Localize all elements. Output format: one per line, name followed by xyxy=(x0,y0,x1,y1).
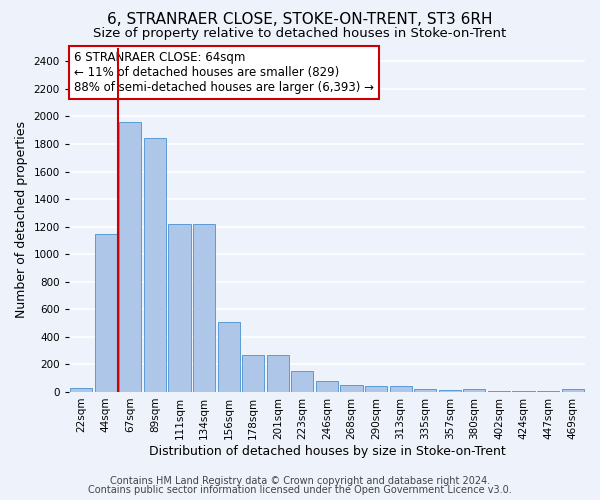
Text: 6 STRANRAER CLOSE: 64sqm
← 11% of detached houses are smaller (829)
88% of semi-: 6 STRANRAER CLOSE: 64sqm ← 11% of detach… xyxy=(74,51,374,94)
Bar xyxy=(365,386,387,392)
Bar xyxy=(242,356,264,392)
Bar xyxy=(119,122,142,392)
Text: Size of property relative to detached houses in Stoke-on-Trent: Size of property relative to detached ho… xyxy=(94,28,506,40)
Bar xyxy=(389,386,412,392)
Text: Contains public sector information licensed under the Open Government Licence v3: Contains public sector information licen… xyxy=(88,485,512,495)
Bar xyxy=(218,322,239,392)
Bar xyxy=(70,388,92,392)
Bar xyxy=(463,389,485,392)
Bar xyxy=(316,381,338,392)
Bar xyxy=(291,370,313,392)
Bar xyxy=(340,385,362,392)
Text: Contains HM Land Registry data © Crown copyright and database right 2024.: Contains HM Land Registry data © Crown c… xyxy=(110,476,490,486)
Bar xyxy=(266,356,289,392)
X-axis label: Distribution of detached houses by size in Stoke-on-Trent: Distribution of detached houses by size … xyxy=(149,444,505,458)
Bar xyxy=(95,234,117,392)
Bar xyxy=(193,224,215,392)
Bar xyxy=(439,390,461,392)
Bar xyxy=(562,389,584,392)
Bar xyxy=(414,389,436,392)
Bar xyxy=(144,138,166,392)
Y-axis label: Number of detached properties: Number of detached properties xyxy=(15,121,28,318)
Text: 6, STRANRAER CLOSE, STOKE-ON-TRENT, ST3 6RH: 6, STRANRAER CLOSE, STOKE-ON-TRENT, ST3 … xyxy=(107,12,493,28)
Bar xyxy=(169,224,191,392)
